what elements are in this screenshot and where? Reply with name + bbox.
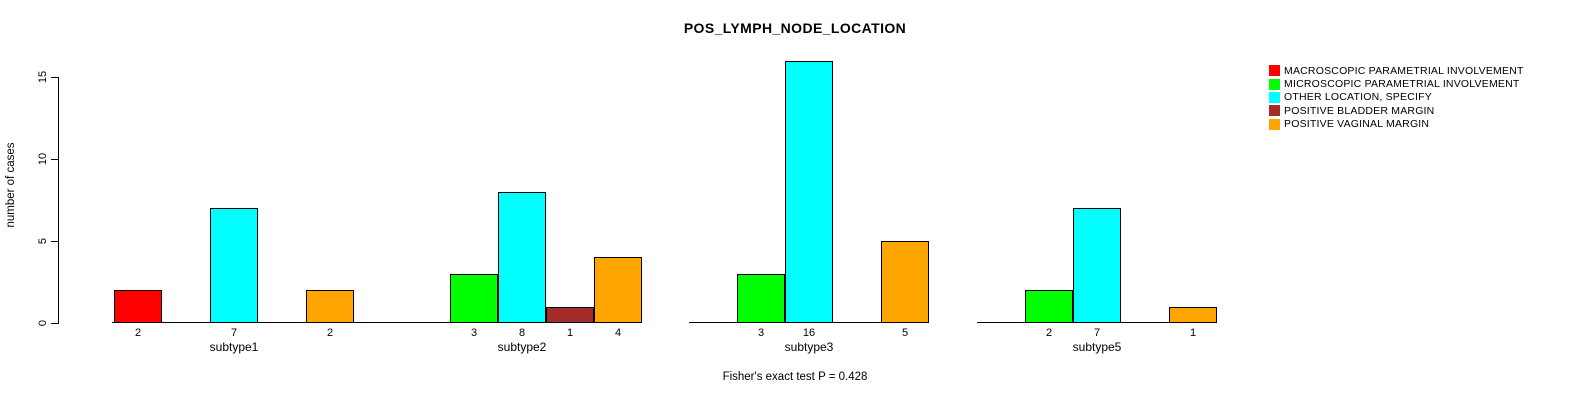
y-tick-label: 5: [37, 237, 49, 245]
bar-value-label: 2: [134, 327, 142, 339]
chart-title: POS_LYMPH_NODE_LOCATION: [683, 20, 907, 36]
bar-value-label: 5: [901, 327, 909, 339]
legend-swatch: [1269, 91, 1280, 103]
y-axis-line: [58, 77, 59, 324]
y-tick-label: 15: [37, 70, 49, 84]
bar: [306, 290, 354, 323]
bar-value-label: 1: [1189, 327, 1197, 339]
legend-label: MICROSCOPIC PARAMETRIAL INVOLVEMENT: [1284, 78, 1520, 91]
bar-value-label: 1: [566, 327, 574, 339]
legend-row: MICROSCOPIC PARAMETRIAL INVOLVEMENT: [1269, 77, 1524, 90]
y-axis-label: number of cases: [5, 142, 17, 228]
group-label: subtype2: [497, 340, 547, 354]
bar: [1169, 307, 1217, 323]
statistical-test-note: Fisher's exact test P = 0.428: [722, 371, 868, 383]
legend-label: OTHER LOCATION, SPECIFY: [1284, 91, 1432, 104]
y-tick: [51, 241, 58, 242]
bar: [114, 290, 162, 323]
legend-swatch: [1269, 118, 1280, 130]
legend-swatch: [1269, 105, 1280, 117]
y-tick: [51, 77, 58, 78]
bar: [450, 274, 498, 323]
bar: [594, 257, 642, 323]
legend-swatch: [1269, 78, 1280, 90]
legend-label: MACROSCOPIC PARAMETRIAL INVOLVEMENT: [1284, 64, 1524, 77]
bar: [1073, 208, 1121, 323]
legend-row: POSITIVE BLADDER MARGIN: [1269, 104, 1524, 117]
bar-value-label: 2: [326, 327, 334, 339]
legend-row: OTHER LOCATION, SPECIFY: [1269, 91, 1524, 104]
bar: [785, 61, 833, 323]
group-label: subtype3: [784, 340, 834, 354]
legend-label: POSITIVE VAGINAL MARGIN: [1284, 118, 1430, 131]
legend-swatch: [1269, 65, 1280, 77]
bar-value-label: 7: [230, 327, 238, 339]
bar: [737, 274, 785, 323]
group-label: subtype1: [209, 340, 259, 354]
bar-value-label: 3: [470, 327, 478, 339]
legend: MACROSCOPIC PARAMETRIAL INVOLVEMENT MICRO…: [1269, 64, 1524, 131]
bar: [881, 241, 929, 323]
bar-value-label: 2: [1045, 327, 1053, 339]
y-tick: [51, 323, 58, 324]
bar-value-label: 3: [757, 327, 765, 339]
bar: [546, 307, 594, 323]
legend-label: POSITIVE BLADDER MARGIN: [1284, 104, 1435, 117]
legend-row: MACROSCOPIC PARAMETRIAL INVOLVEMENT: [1269, 64, 1524, 77]
bar: [498, 192, 546, 323]
bar-value-label: 4: [614, 327, 622, 339]
legend-row: POSITIVE VAGINAL MARGIN: [1269, 118, 1524, 131]
x-axis-baseline: [112, 322, 642, 323]
bar: [1025, 290, 1073, 323]
bar-value-label: 16: [802, 327, 816, 339]
group-label: subtype5: [1072, 340, 1122, 354]
bar: [210, 208, 258, 323]
y-tick-label: 10: [37, 152, 49, 166]
y-tick-label: 0: [37, 319, 49, 327]
bar-value-label: 7: [1093, 327, 1101, 339]
y-tick: [51, 159, 58, 160]
bar-value-label: 8: [518, 327, 526, 339]
